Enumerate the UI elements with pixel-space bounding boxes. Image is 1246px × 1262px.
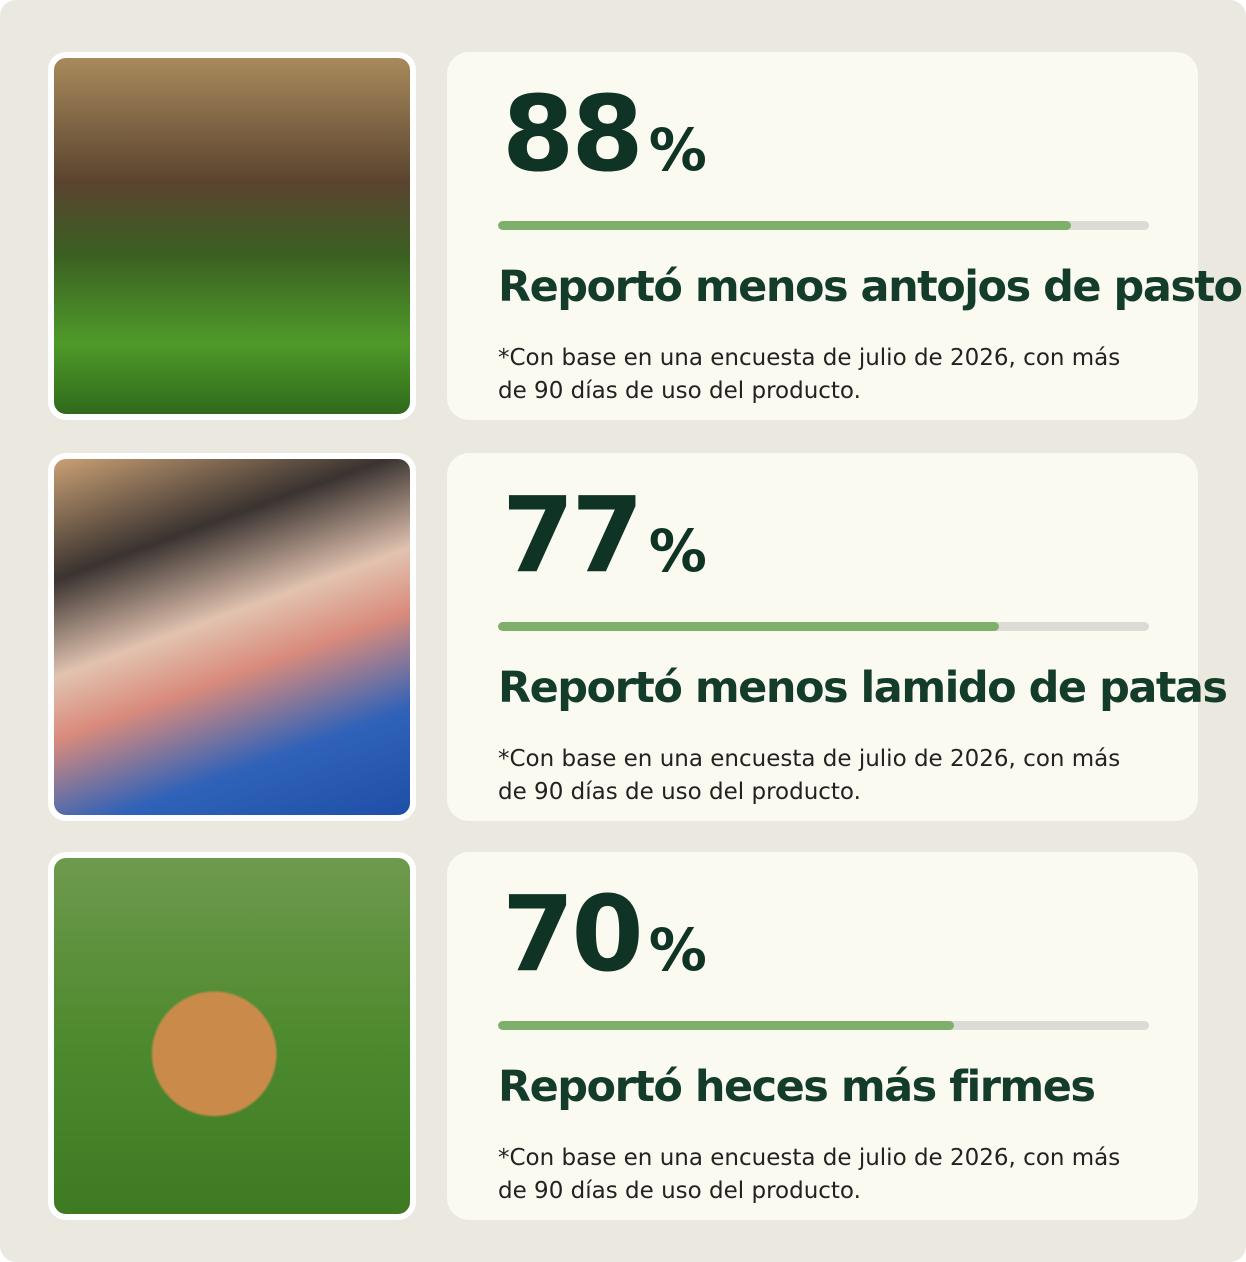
progress-fill [498,221,1071,230]
photo-dog-paw [48,453,416,821]
stat-value: 70 [502,873,644,995]
photo-chihuahua [48,852,416,1220]
stat-number: 70% [502,882,707,986]
stat-heading: Reportó menos antojos de pasto [498,262,1243,312]
stat-number: 77% [502,483,707,587]
stat-number: 88% [502,82,707,186]
progress-track [498,1021,1149,1030]
progress-track [498,622,1149,631]
stat-note: *Con base en una encuesta de julio de 20… [498,746,1121,805]
stat-note: *Con base en una encuesta de julio de 20… [498,345,1121,404]
stat-note: *Con base en una encuesta de julio de 20… [498,1145,1121,1204]
progress-fill [498,1021,954,1030]
stat-card: 88% Reportó menos antojos de pasto *Con ba… [447,52,1243,420]
progress-track [498,221,1149,230]
stat-card: 70% Reportó heces más firmes *Con base en … [447,852,1198,1220]
stat-unit: % [648,517,707,585]
stat-heading: Reportó heces más firmes [498,1062,1096,1112]
stat-value: 77 [502,474,644,596]
stat-card: 77% Reportó menos lamido de patas *Con bas… [447,453,1228,821]
stat-value: 88 [502,73,644,195]
stat-heading: Reportó menos lamido de patas [498,663,1228,713]
photo-dog-grass [48,52,416,420]
stat-unit: % [648,916,707,984]
stat-unit: % [648,116,707,184]
progress-fill [498,622,1000,631]
